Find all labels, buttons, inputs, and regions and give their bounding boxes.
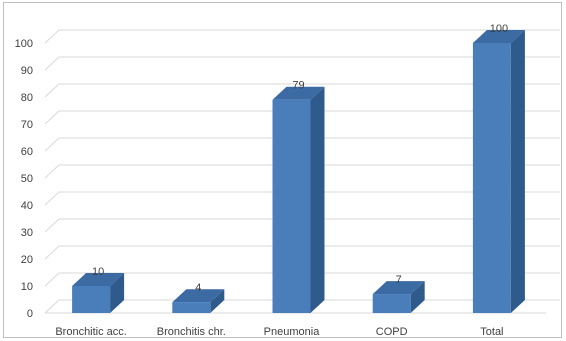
- y-tick-label: 20: [21, 254, 33, 266]
- bar-top: [72, 273, 125, 286]
- bar-2: [172, 289, 225, 313]
- y-tick-label: 60: [21, 146, 33, 158]
- y-axis-ticks: 0 10 20 30 40 50 60 70 80 90 100: [15, 38, 33, 320]
- gridline-side: [44, 191, 60, 206]
- data-label: 7: [396, 274, 402, 286]
- x-category-label: Total: [480, 326, 503, 338]
- bar-1: [72, 273, 125, 313]
- bar-top: [472, 30, 525, 43]
- x-category-label: Bronchitis chr.: [157, 326, 226, 338]
- data-label: 4: [195, 282, 201, 294]
- gridline-side: [44, 218, 60, 233]
- bar-front: [472, 43, 511, 313]
- x-axis-categories: Bronchitic acc. Bronchitis chr. Pneumonia C…: [55, 326, 503, 338]
- data-label: 79: [292, 80, 304, 92]
- y-tick-label: 10: [21, 281, 33, 293]
- bar-top: [172, 289, 225, 303]
- data-label: 10: [92, 266, 104, 278]
- bar-4: [372, 281, 425, 313]
- bar-front: [72, 286, 111, 313]
- bar-5: [472, 30, 525, 313]
- y-tick-label: 90: [21, 65, 33, 77]
- y-tick-label: 50: [21, 173, 33, 185]
- bar-side: [210, 289, 225, 313]
- bar-front: [172, 302, 211, 313]
- bar-front: [372, 294, 411, 313]
- y-tick-label: 0: [27, 308, 33, 320]
- y-tick-label: 40: [21, 200, 33, 212]
- bar-front: [272, 99, 311, 313]
- data-label: 100: [490, 23, 508, 35]
- bar-top: [372, 281, 425, 295]
- y-tick-label: 70: [21, 119, 33, 131]
- gridline-side: [44, 299, 60, 314]
- bar-side: [410, 281, 425, 313]
- bar-top: [272, 86, 325, 100]
- bar-side: [110, 273, 125, 313]
- y-tick-label: 100: [15, 38, 33, 50]
- gridline-side: [44, 272, 60, 287]
- bar-3: [272, 86, 325, 313]
- bar-side: [510, 30, 525, 313]
- gridline-side: [44, 137, 60, 152]
- data-labels: 10 4 79 7 100: [92, 23, 508, 294]
- gridline-side: [44, 29, 60, 44]
- y-tick-label: 80: [21, 92, 33, 104]
- y-tick-label: 30: [21, 227, 33, 239]
- bar-side: [310, 86, 325, 313]
- gridline-side: [44, 245, 60, 260]
- gridline-side: [44, 56, 60, 71]
- gridline-side: [44, 110, 60, 125]
- x-category-label: COPD: [376, 326, 408, 338]
- x-category-label: Bronchitic acc.: [55, 326, 127, 338]
- gridline-side: [44, 83, 60, 98]
- x-category-label: Pneumonia: [264, 326, 321, 338]
- bars: [72, 30, 525, 313]
- gridline-side: [44, 164, 60, 179]
